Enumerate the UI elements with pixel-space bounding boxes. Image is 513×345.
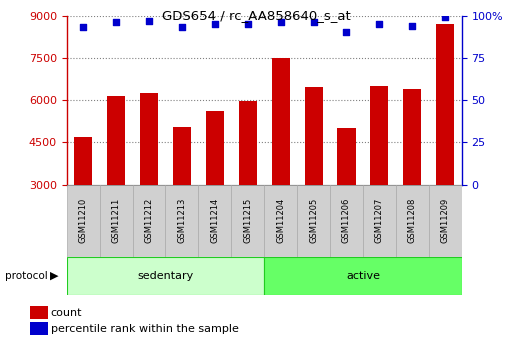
Point — [112, 20, 120, 25]
Point — [309, 20, 318, 25]
Text: sedentary: sedentary — [137, 271, 193, 281]
Bar — [231, 185, 264, 257]
Text: percentile rank within the sample: percentile rank within the sample — [51, 324, 239, 334]
Text: ▶: ▶ — [50, 271, 58, 281]
Text: GSM11204: GSM11204 — [276, 198, 285, 244]
Bar — [403, 89, 421, 185]
Point — [244, 21, 252, 27]
Bar — [429, 185, 462, 257]
Bar — [338, 128, 356, 185]
Point — [408, 23, 417, 28]
Bar — [199, 185, 231, 257]
Point — [277, 20, 285, 25]
Bar — [132, 185, 165, 257]
Text: GSM11212: GSM11212 — [145, 198, 153, 244]
Text: GSM11210: GSM11210 — [78, 198, 88, 244]
Text: GSM11205: GSM11205 — [309, 198, 318, 244]
Text: GDS654 / rc_AA858640_s_at: GDS654 / rc_AA858640_s_at — [162, 9, 351, 22]
Bar — [206, 111, 224, 185]
Text: GSM11211: GSM11211 — [111, 198, 121, 244]
Bar — [67, 185, 100, 257]
Bar — [271, 58, 290, 185]
Text: GSM11214: GSM11214 — [210, 198, 220, 244]
Bar — [140, 93, 158, 185]
Bar — [165, 185, 199, 257]
Bar — [30, 306, 48, 319]
Bar — [30, 322, 48, 335]
Bar — [264, 185, 297, 257]
Bar — [107, 96, 125, 185]
Bar — [74, 137, 92, 185]
Bar — [264, 257, 462, 295]
Text: GSM11209: GSM11209 — [441, 198, 450, 244]
Text: active: active — [346, 271, 380, 281]
Bar — [297, 185, 330, 257]
Point — [145, 18, 153, 23]
Bar — [330, 185, 363, 257]
Bar — [363, 185, 396, 257]
Point — [79, 24, 87, 30]
Point — [342, 30, 350, 35]
Text: GSM11207: GSM11207 — [375, 198, 384, 244]
Bar — [173, 127, 191, 185]
Bar — [396, 185, 429, 257]
Point — [376, 21, 384, 27]
Text: GSM11215: GSM11215 — [243, 198, 252, 244]
Text: GSM11213: GSM11213 — [177, 198, 186, 244]
Text: count: count — [51, 308, 82, 317]
Bar — [67, 257, 264, 295]
Point — [441, 14, 449, 20]
Point — [178, 24, 186, 30]
Bar — [100, 185, 132, 257]
Text: protocol: protocol — [5, 271, 48, 281]
Bar — [370, 86, 388, 185]
Bar — [436, 24, 455, 185]
Text: GSM11206: GSM11206 — [342, 198, 351, 244]
Bar — [305, 87, 323, 185]
Text: GSM11208: GSM11208 — [408, 198, 417, 244]
Point — [211, 21, 219, 27]
Bar — [239, 101, 257, 185]
